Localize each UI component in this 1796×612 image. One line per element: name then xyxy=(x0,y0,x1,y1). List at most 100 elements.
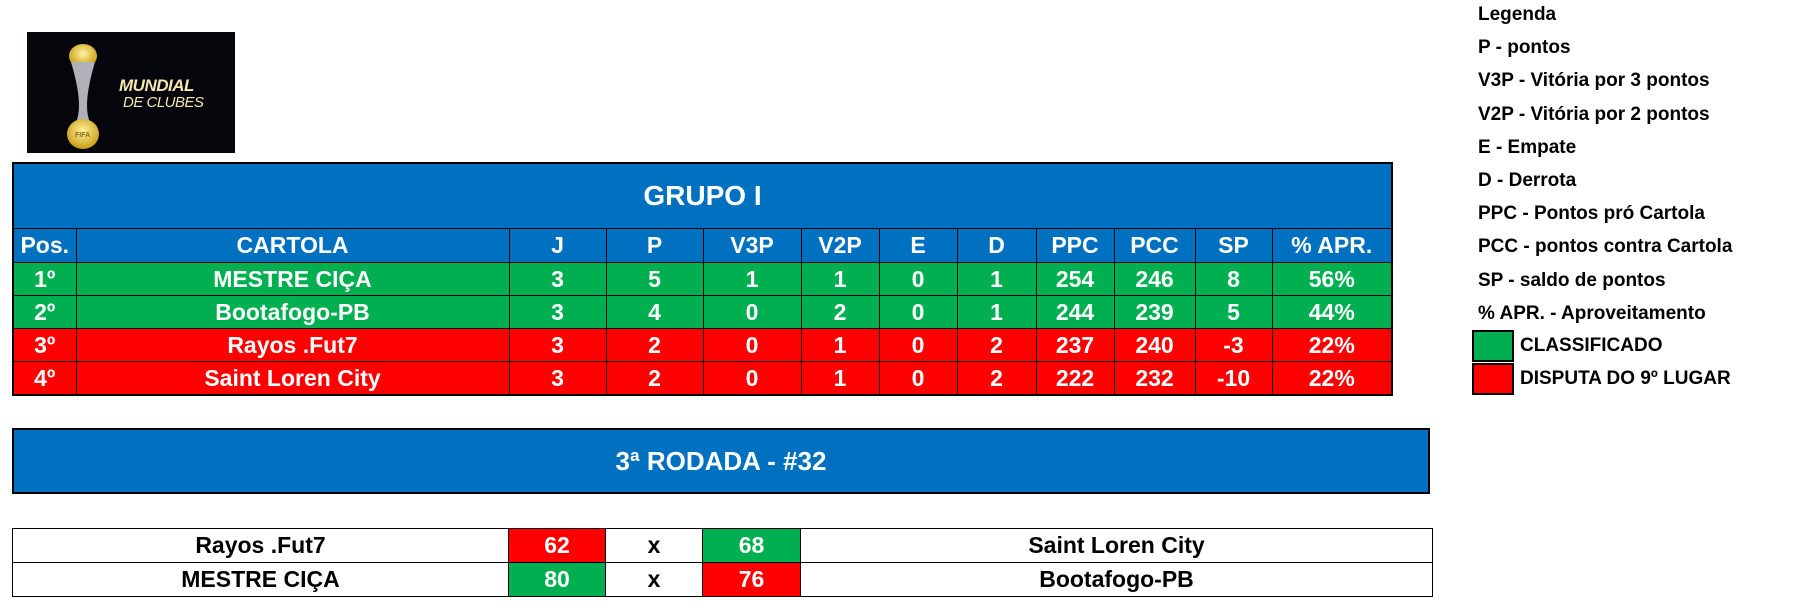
wins-2p-cell: 2 xyxy=(800,295,880,329)
table-row: 3º Rayos .Fut7 3 2 0 1 0 2 237 240 -3 22% xyxy=(12,328,1393,362)
legend-item: E - Empate xyxy=(1478,136,1577,158)
games-cell: 3 xyxy=(508,295,607,329)
points-cell: 2 xyxy=(605,361,704,396)
points-cell: 4 xyxy=(605,295,704,329)
sp-cell: 5 xyxy=(1194,295,1273,329)
column-header: P xyxy=(605,228,704,263)
column-header: CARTOLA xyxy=(75,228,510,263)
trophy-icon xyxy=(67,44,99,149)
versus-separator: x xyxy=(605,562,703,597)
home-team: MESTRE CIÇA xyxy=(12,562,509,597)
draws-cell: 0 xyxy=(878,262,958,296)
ppc-cell: 222 xyxy=(1035,361,1115,396)
aproveitamento-cell: 22% xyxy=(1271,361,1393,396)
column-header: J xyxy=(508,228,607,263)
legend-item: P - pontos xyxy=(1478,37,1571,59)
away-team: Bootafogo-PB xyxy=(800,562,1433,597)
draws-cell: 0 xyxy=(878,295,958,329)
pcc-cell: 246 xyxy=(1113,262,1196,296)
logo-badge: FIFA xyxy=(75,132,91,139)
points-cell: 2 xyxy=(605,328,704,362)
table-row: 1º MESTRE CIÇA 3 5 1 1 0 1 254 246 8 56% xyxy=(12,262,1393,296)
versus-separator: x xyxy=(605,528,703,563)
column-header: Pos. xyxy=(12,228,77,263)
wins-2p-cell: 1 xyxy=(800,328,880,362)
legend-item: PPC - Pontos pró Cartola xyxy=(1478,203,1705,225)
column-header: PPC xyxy=(1035,228,1115,263)
losses-cell: 2 xyxy=(956,328,1037,362)
away-score: 76 xyxy=(702,562,801,597)
games-cell: 3 xyxy=(508,328,607,362)
legend-title: Legenda xyxy=(1478,4,1557,25)
sp-cell: -3 xyxy=(1194,328,1273,362)
wins-3p-cell: 0 xyxy=(702,295,802,329)
column-header: V3P xyxy=(702,228,802,263)
pcc-cell: 232 xyxy=(1113,361,1196,396)
column-header: PCC xyxy=(1113,228,1196,263)
games-cell: 3 xyxy=(508,262,607,296)
wins-3p-cell: 0 xyxy=(702,328,802,362)
column-header: E xyxy=(878,228,958,263)
column-header: D xyxy=(956,228,1037,263)
draws-cell: 0 xyxy=(878,361,958,396)
table-row: 4º Saint Loren City 3 2 0 1 0 2 222 232 -10 22% xyxy=(12,361,1393,396)
column-header: V2P xyxy=(800,228,880,263)
legend-item: PCC - pontos contra Cartola xyxy=(1478,236,1733,258)
points-cell: 5 xyxy=(605,262,704,296)
wins-2p-cell: 1 xyxy=(800,361,880,396)
home-team: Rayos .Fut7 xyxy=(12,528,509,563)
legend-swatch-label: DISPUTA DO 9º LUGAR xyxy=(1520,368,1731,389)
position-cell: 4º xyxy=(12,361,77,396)
ppc-cell: 237 xyxy=(1035,328,1115,362)
column-header: SP xyxy=(1194,228,1273,263)
away-team: Saint Loren City xyxy=(800,528,1433,563)
pcc-cell: 239 xyxy=(1113,295,1196,329)
sp-cell: -10 xyxy=(1194,361,1273,396)
wins-3p-cell: 1 xyxy=(702,262,802,296)
table-row: 2º Bootafogo-PB 3 4 0 2 0 1 244 239 5 44% xyxy=(12,295,1393,329)
logo-text: MUNDIAL xyxy=(119,76,194,95)
ppc-cell: 254 xyxy=(1035,262,1115,296)
cartola-cell: Saint Loren City xyxy=(75,361,510,396)
sp-cell: 8 xyxy=(1194,262,1273,296)
position-cell: 3º xyxy=(12,328,77,362)
aproveitamento-cell: 56% xyxy=(1271,262,1393,296)
cartola-cell: MESTRE CIÇA xyxy=(75,262,510,296)
legend-item: V2P - Vitória por 2 pontos xyxy=(1478,103,1710,125)
standings-table: GRUPO I Pos. CARTOLA J P V3P V2P E D PPC PCC SP% A… xyxy=(12,162,1394,396)
losses-cell: 1 xyxy=(956,262,1037,296)
games-cell: 3 xyxy=(508,361,607,396)
losses-cell: 1 xyxy=(956,295,1037,329)
position-cell: 1º xyxy=(12,262,77,296)
home-score: 80 xyxy=(508,562,606,597)
ppc-cell: 244 xyxy=(1035,295,1115,329)
legend-swatch xyxy=(1472,363,1514,395)
group-title: GRUPO I xyxy=(12,162,1393,229)
header-row: Pos. CARTOLA J P V3P V2P E D PPC PCC SP% APR. xyxy=(12,228,1393,263)
cartola-cell: Bootafogo-PB xyxy=(75,295,510,329)
logo-text: DE CLUBES xyxy=(123,94,204,111)
pcc-cell: 240 xyxy=(1113,328,1196,362)
column-header: % APR. xyxy=(1271,228,1393,263)
legend-item: % APR. - Aproveitamento xyxy=(1478,302,1706,324)
matches-table: Rayos .Fut7 62 x 68 Saint Loren City MESTRE C… xyxy=(12,528,1433,597)
home-score: 62 xyxy=(508,528,606,563)
cartola-cell: Rayos .Fut7 xyxy=(75,328,510,362)
legend-swatch xyxy=(1472,330,1514,362)
away-score: 68 xyxy=(702,528,801,563)
losses-cell: 2 xyxy=(956,361,1037,396)
mundial-de-clubes-logo: MUNDIAL DE CLUBES FIFA xyxy=(27,32,235,153)
legend-item: D - Derrota xyxy=(1478,170,1577,191)
match-row: Rayos .Fut7 62 x 68 Saint Loren City xyxy=(12,528,1433,563)
legend-swatch-label: CLASSIFICADO xyxy=(1520,335,1663,356)
aproveitamento-cell: 22% xyxy=(1271,328,1393,362)
wins-2p-cell: 1 xyxy=(800,262,880,296)
wins-3p-cell: 0 xyxy=(702,361,802,396)
draws-cell: 0 xyxy=(878,328,958,362)
round-title: 3ª RODADA - #32 xyxy=(12,428,1430,494)
aproveitamento-cell: 44% xyxy=(1271,295,1393,329)
legend-item: SP - saldo de pontos xyxy=(1478,269,1666,291)
match-row: MESTRE CIÇA 80 x 76 Bootafogo-PB xyxy=(12,562,1433,597)
legend-item: V3P - Vitória por 3 pontos xyxy=(1478,70,1710,92)
position-cell: 2º xyxy=(12,295,77,329)
